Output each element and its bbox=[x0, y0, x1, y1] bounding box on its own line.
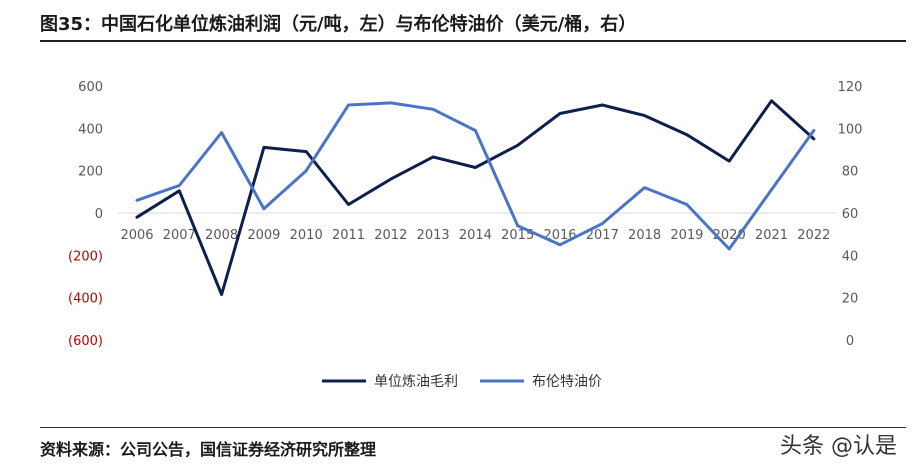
x-tick-label: 2015 bbox=[501, 228, 534, 243]
left-y-tick-label: (400) bbox=[68, 292, 103, 307]
legend-label: 单位炼油毛利 bbox=[374, 374, 458, 390]
chart-title: 图35：中国石化单位炼油利润（元/吨，左）与布伦特油价（美元/桶，右） bbox=[40, 14, 637, 35]
left-y-tick-label: 400 bbox=[78, 122, 103, 137]
x-tick-label: 2021 bbox=[755, 228, 788, 243]
left-y-tick-label: 200 bbox=[78, 165, 103, 180]
series-line-brent bbox=[135, 101, 816, 251]
line-chart: 6004002000(200)(400)(600)120100806040200… bbox=[68, 80, 863, 390]
left-y-tick-label: 0 bbox=[95, 207, 103, 222]
left-y-tick-label: (200) bbox=[68, 249, 103, 264]
x-tick-label: 2017 bbox=[586, 228, 619, 243]
source-note: 资料来源：公司公告，国信证券经济研究所整理 bbox=[40, 440, 377, 459]
x-tick-label: 2012 bbox=[374, 228, 407, 243]
watermark: 头条 @认是 bbox=[780, 434, 897, 459]
x-tick-label: 2008 bbox=[205, 228, 238, 243]
x-tick-label: 2019 bbox=[670, 228, 703, 243]
right-y-tick-label: 20 bbox=[842, 292, 859, 307]
right-y-tick-label: 40 bbox=[842, 249, 859, 264]
right-y-tick-label: 0 bbox=[846, 334, 854, 349]
x-tick-label: 2009 bbox=[247, 228, 280, 243]
legend-label: 布伦特油价 bbox=[532, 374, 602, 390]
right-y-tick-label: 60 bbox=[842, 207, 859, 222]
footer-divider bbox=[40, 427, 906, 428]
x-tick-label: 2006 bbox=[120, 228, 153, 243]
x-tick-label: 2014 bbox=[459, 228, 492, 243]
x-tick-label: 2011 bbox=[332, 228, 365, 243]
x-tick-label: 2013 bbox=[417, 228, 450, 243]
right-y-tick-label: 100 bbox=[838, 122, 863, 137]
x-tick-label: 2022 bbox=[797, 228, 830, 243]
x-tick-label: 2007 bbox=[163, 228, 196, 243]
right-y-tick-label: 80 bbox=[842, 165, 859, 180]
left-y-tick-label: (600) bbox=[68, 334, 103, 349]
title-divider bbox=[40, 40, 906, 42]
right-y-tick-label: 120 bbox=[838, 80, 863, 95]
x-tick-label: 2010 bbox=[290, 228, 323, 243]
series-line-refining-margin bbox=[135, 99, 816, 296]
left-y-tick-label: 600 bbox=[78, 80, 103, 95]
x-tick-label: 2018 bbox=[628, 228, 661, 243]
